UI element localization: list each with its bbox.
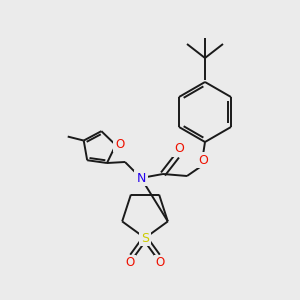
Text: O: O — [155, 256, 165, 269]
Text: O: O — [115, 137, 124, 151]
Text: O: O — [125, 256, 135, 269]
Text: O: O — [198, 154, 208, 166]
Text: N: N — [136, 172, 146, 184]
Text: O: O — [174, 142, 184, 155]
Text: S: S — [141, 232, 149, 244]
